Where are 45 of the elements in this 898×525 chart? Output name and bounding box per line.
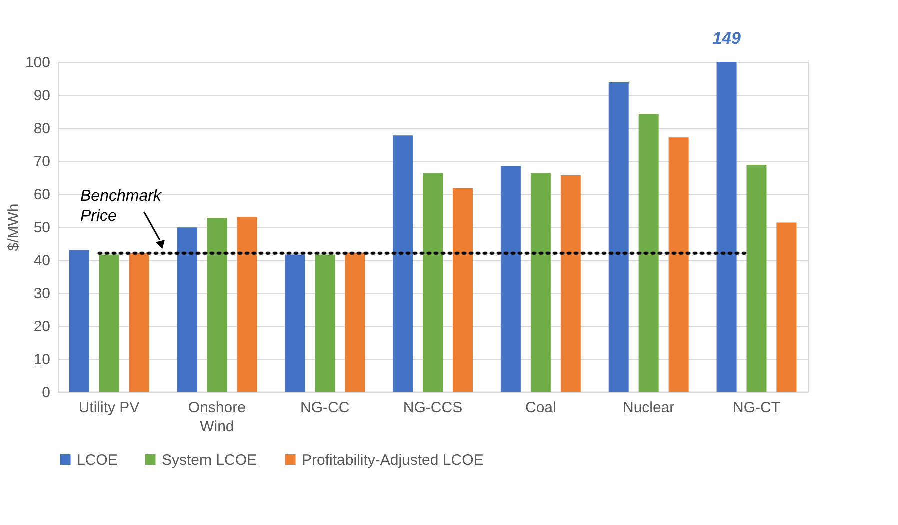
bar: [530, 173, 551, 392]
bar: [776, 222, 797, 392]
y-tick-label: 50: [34, 220, 50, 236]
bar: [177, 228, 198, 392]
bar: [237, 217, 258, 392]
legend-label: System LCOE: [162, 452, 258, 469]
bar: [69, 250, 90, 392]
y-tick-label: 40: [34, 252, 50, 270]
x-tick-label: NG-CC: [300, 400, 350, 416]
bar: [716, 62, 737, 392]
x-tick-label: Coal: [525, 400, 556, 416]
bar: [638, 114, 659, 392]
y-axis-title: $/MWh: [5, 204, 22, 252]
ref-line-label: Benchmark Price: [80, 188, 162, 225]
bar: [315, 254, 336, 392]
y-tick-label: 80: [34, 120, 50, 138]
legend-label: LCOE: [77, 452, 118, 469]
bar: [423, 173, 443, 392]
bar: [393, 136, 414, 392]
y-tick-label: 0: [42, 384, 50, 402]
bar: [345, 252, 366, 392]
legend-label: Profitability-Adjusted LCOE: [302, 452, 484, 469]
y-tick-label: 10: [34, 352, 50, 368]
bar: [99, 254, 120, 392]
bar: [500, 166, 521, 392]
y-tick-label: 90: [34, 88, 50, 104]
x-tick-label: Nuclear: [622, 400, 675, 416]
y-tick-label: 20: [34, 318, 50, 336]
bar: [129, 253, 150, 392]
bar: [668, 138, 689, 392]
bar: [207, 218, 228, 392]
text: 149: [712, 29, 742, 48]
x-tick-label: NG-CT: [732, 400, 780, 416]
bar: [452, 188, 473, 392]
x-tick-label: NG-CCS: [403, 400, 463, 416]
x-tick-label: Onshore Wind: [188, 400, 246, 436]
x-tick-label: Utility PV: [78, 400, 140, 416]
y-tick-label: 100: [25, 54, 50, 72]
y-tick-label: 30: [34, 286, 50, 302]
bar: [608, 82, 629, 392]
bar: [285, 254, 306, 392]
y-tick-label: 60: [34, 186, 50, 204]
bar: [560, 176, 581, 392]
y-tick-label: 70: [34, 154, 50, 170]
bar: [746, 164, 767, 392]
